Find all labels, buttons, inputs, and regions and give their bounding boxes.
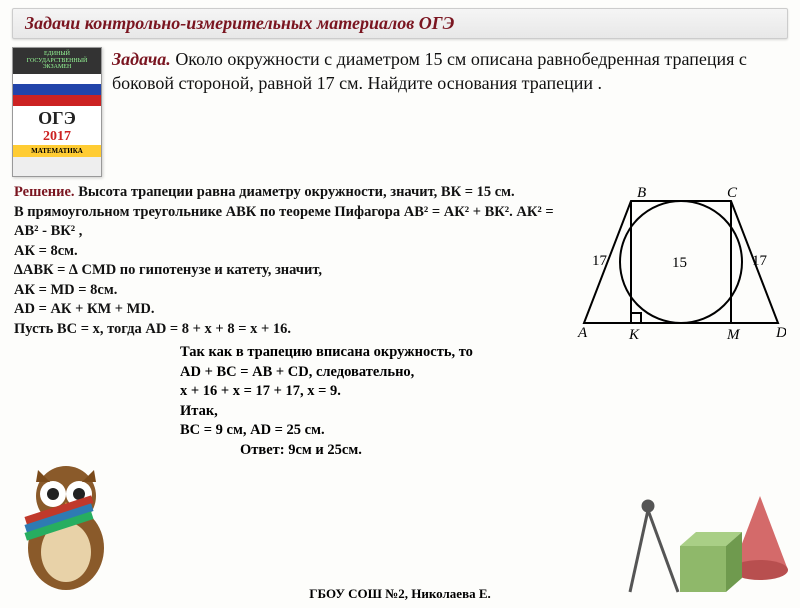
svg-text:C: C [727, 185, 738, 201]
svg-text:K: K [628, 327, 640, 343]
cont-line1: Так как в трапецию вписана окружность, т… [180, 344, 473, 360]
sol-line1: Высота трапеции равна диаметру окружност… [75, 184, 515, 200]
problem-label: Задача. [112, 49, 171, 69]
svg-text:A: A [577, 325, 588, 341]
compass-icon [630, 501, 678, 592]
solution-continued: Так как в трапецию вписана окружность, т… [0, 343, 800, 460]
sol-line3: АК = 8см. [14, 243, 78, 259]
svg-text:M: M [726, 327, 741, 343]
sol-line4: ∆АВК = ∆ СМD по гипотенузе и катету, зна… [14, 262, 322, 278]
sol-line6: АD = АК + КМ + МD. [14, 301, 154, 317]
cont-line3: х + 16 + х = 17 + 17, х = 9. [180, 383, 341, 399]
textbook-cover: ЕДИНЫЙ ГОСУДАРСТВЕННЫЙ ЭКЗАМЕН ОГЭ 2017 … [12, 47, 102, 177]
cont-line2: АD + ВС = АВ + СD, следовательно, [180, 364, 414, 380]
cont-line5: ВС = 9 см, АD = 25 см. [180, 422, 325, 438]
slide-header: Задачи контрольно-измерительных материал… [12, 8, 788, 39]
geometry-diagram: A B C D K M 17 17 15 [576, 183, 786, 343]
sol-line2: В прямоугольном треугольнике АВК по теор… [14, 204, 554, 240]
main-row: ЕДИНЫЙ ГОСУДАРСТВЕННЫЙ ЭКЗАМЕН ОГЭ 2017 … [0, 43, 800, 177]
book-flag [13, 74, 101, 106]
problem-text: Около окружности с диаметром 15 см описа… [112, 49, 747, 93]
sol-line5: АК = МD = 8см. [14, 282, 117, 298]
book-subject: МАТЕМАТИКА [13, 145, 101, 157]
solution-label: Решение. [14, 184, 75, 200]
svg-text:D: D [775, 325, 786, 341]
book-year: 2017 [13, 129, 101, 145]
svg-text:B: B [637, 185, 646, 201]
solution-block: Решение. Высота трапеции равна диаметру … [14, 183, 576, 343]
book-top-line: ЕДИНЫЙ ГОСУДАРСТВЕННЫЙ ЭКЗАМЕН [13, 48, 101, 74]
solution-row: Решение. Высота трапеции равна диаметру … [0, 177, 800, 343]
header-title: Задачи контрольно-измерительных материал… [25, 13, 454, 33]
answer-line: Ответ: 9см и 25см. [180, 441, 786, 461]
sol-line7: Пусть ВС = х, тогда АD = 8 + х + 8 = х +… [14, 321, 291, 337]
cont-line4: Итак, [180, 403, 218, 419]
book-oge: ОГЭ [13, 106, 101, 129]
svg-text:17: 17 [752, 253, 768, 269]
svg-text:17: 17 [592, 253, 608, 269]
owl-illustration [6, 448, 126, 598]
cube-icon [680, 532, 742, 592]
problem-statement: Задача. Около окружности с диаметром 15 … [112, 47, 788, 177]
svg-text:15: 15 [672, 255, 687, 271]
